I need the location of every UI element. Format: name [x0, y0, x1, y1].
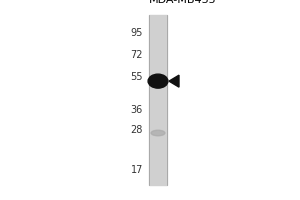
Text: 95: 95 — [130, 28, 143, 38]
Ellipse shape — [148, 74, 168, 88]
Bar — [149, 15, 167, 185]
Text: MDA-MB435: MDA-MB435 — [149, 0, 217, 5]
Text: 28: 28 — [130, 125, 143, 135]
Ellipse shape — [151, 130, 165, 136]
Polygon shape — [169, 75, 179, 87]
Text: 72: 72 — [130, 50, 143, 60]
Text: 36: 36 — [131, 105, 143, 115]
Text: 17: 17 — [130, 165, 143, 175]
Text: 55: 55 — [130, 72, 143, 82]
